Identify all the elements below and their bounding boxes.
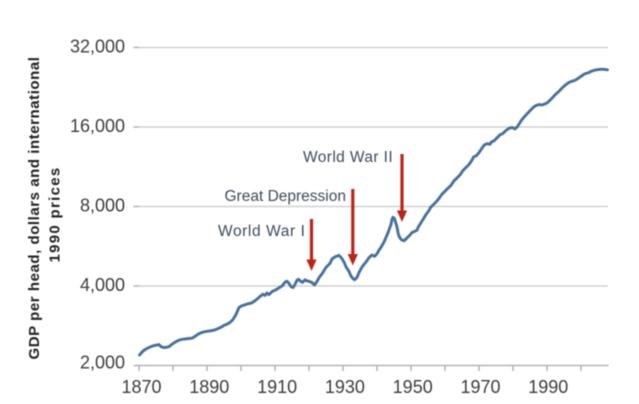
svg-text:1990 prices: 1990 prices <box>47 166 64 262</box>
svg-text:1990: 1990 <box>528 377 568 397</box>
svg-text:World War I: World War I <box>218 223 306 240</box>
svg-text:1890: 1890 <box>189 377 229 397</box>
svg-text:Great Depression: Great Depression <box>225 188 346 205</box>
svg-text:World War II: World War II <box>303 149 393 166</box>
svg-text:1970: 1970 <box>460 377 500 397</box>
svg-text:32,000: 32,000 <box>70 37 125 57</box>
svg-text:1910: 1910 <box>257 377 297 397</box>
svg-text:16,000: 16,000 <box>70 116 125 136</box>
svg-text:GDP per head, dollars and inte: GDP per head, dollars and international <box>26 57 43 360</box>
svg-text:4,000: 4,000 <box>80 275 125 295</box>
svg-text:8,000: 8,000 <box>80 196 125 216</box>
svg-text:1950: 1950 <box>393 377 433 397</box>
svg-text:1930: 1930 <box>325 377 365 397</box>
svg-text:1870: 1870 <box>121 377 161 397</box>
svg-text:2,000: 2,000 <box>80 353 125 373</box>
